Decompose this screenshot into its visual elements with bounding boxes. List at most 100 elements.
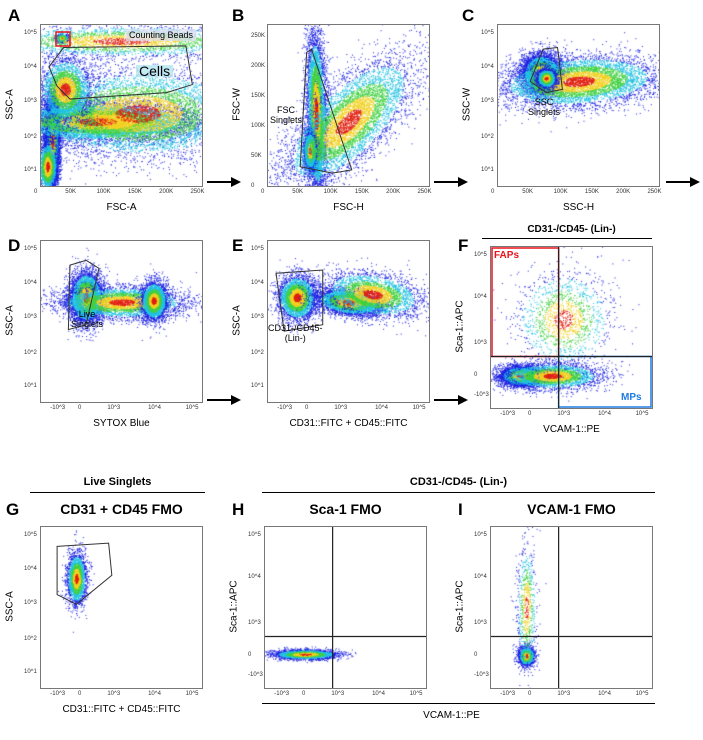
x-tick-label: 10^4 bbox=[148, 691, 161, 697]
y-tick-label: 0 bbox=[248, 652, 251, 658]
x-tick-label: 10^3 bbox=[331, 691, 344, 697]
panel-letter: B bbox=[232, 6, 244, 26]
y-tick-label: 10^5 bbox=[474, 252, 487, 258]
x-tick-label: 10^4 bbox=[372, 691, 385, 697]
x-tick-label: 150K bbox=[585, 189, 599, 195]
x-tick-label: 150K bbox=[355, 189, 369, 195]
y-tick-label: 10^4 bbox=[24, 280, 37, 286]
x-tick-label: 10^5 bbox=[186, 691, 199, 697]
x-tick-label: 0 bbox=[528, 411, 531, 417]
x-tick-label: 10^5 bbox=[410, 691, 423, 697]
shared-x-axis-label: VCAM-1::PE bbox=[370, 710, 533, 721]
x-tick-label: -10^3 bbox=[277, 405, 292, 411]
y-axis-label: FSC-W bbox=[232, 55, 243, 155]
y-tick-label: -10^3 bbox=[474, 392, 489, 398]
y-tick-label: 10^4 bbox=[251, 280, 264, 286]
y-tick-label: 10^3 bbox=[24, 600, 37, 606]
x-tick-label: 50K bbox=[522, 189, 533, 195]
plot-area-A: Counting Beads Cells bbox=[40, 24, 203, 187]
gate-label: Counting Beads bbox=[126, 29, 196, 41]
group-rule bbox=[262, 492, 655, 493]
x-tick-label: -10^3 bbox=[500, 691, 515, 697]
beads-gate[interactable] bbox=[56, 32, 70, 46]
y-tick-label: 10^1 bbox=[24, 669, 37, 675]
gate-label: MPs bbox=[621, 393, 642, 403]
group-rule bbox=[30, 492, 205, 493]
faps-gate[interactable] bbox=[492, 248, 559, 356]
y-tick-label: 10^2 bbox=[251, 350, 264, 356]
panel-title: Sca-1 FMO bbox=[254, 501, 437, 517]
y-tick-label: 50K bbox=[251, 153, 262, 159]
gate-label: FAPs bbox=[494, 251, 519, 261]
y-tick-label: 10^1 bbox=[481, 167, 494, 173]
gate-polygon[interactable] bbox=[530, 48, 562, 93]
x-tick-label: 200K bbox=[386, 189, 400, 195]
gate-polygon[interactable] bbox=[276, 270, 323, 331]
y-tick-label: 10^3 bbox=[24, 98, 37, 104]
y-tick-label: 10^4 bbox=[474, 574, 487, 580]
x-tick-label: 250K bbox=[647, 189, 661, 195]
y-axis-label: SSC-A bbox=[5, 271, 16, 371]
y-tick-label: 0 bbox=[474, 652, 477, 658]
x-tick-label: 100K bbox=[97, 189, 111, 195]
x-tick-label: 150K bbox=[128, 189, 142, 195]
y-tick-label: 10^3 bbox=[24, 314, 37, 320]
panel-letter: D bbox=[8, 236, 20, 256]
y-tick-label: 10^2 bbox=[24, 134, 37, 140]
y-tick-label: 10^1 bbox=[24, 383, 37, 389]
arrow-icon bbox=[434, 393, 468, 411]
x-tick-label: 0 bbox=[305, 405, 308, 411]
y-tick-label: 10^3 bbox=[474, 620, 487, 626]
x-tick-label: 100K bbox=[324, 189, 338, 195]
gate-label: CD31-/CD45- (Lin-) bbox=[268, 323, 323, 343]
x-tick-label: 10^3 bbox=[557, 691, 570, 697]
y-tick-label: 10^4 bbox=[24, 64, 37, 70]
y-tick-label: 100K bbox=[251, 123, 265, 129]
y-axis-label: Sca-1::APC bbox=[455, 277, 466, 377]
y-tick-label: 10^5 bbox=[474, 532, 487, 538]
plot-area-I bbox=[490, 526, 653, 689]
y-tick-label: -10^3 bbox=[474, 672, 489, 678]
y-tick-label: 10^3 bbox=[251, 314, 264, 320]
arrow-icon bbox=[434, 175, 468, 193]
x-tick-label: 250K bbox=[190, 189, 204, 195]
panel-header: CD31-/CD45- (Lin-) bbox=[490, 224, 653, 235]
y-tick-label: 10^3 bbox=[248, 620, 261, 626]
arrow-icon bbox=[207, 393, 241, 411]
gate-polygon[interactable] bbox=[57, 543, 112, 604]
x-tick-label: 50K bbox=[65, 189, 76, 195]
y-axis-label: SSC-W bbox=[462, 55, 473, 155]
y-tick-label: 10^4 bbox=[248, 574, 261, 580]
x-tick-label: 10^4 bbox=[598, 411, 611, 417]
x-tick-label: 100K bbox=[554, 189, 568, 195]
y-tick-label: 10^4 bbox=[481, 64, 494, 70]
y-tick-label: 10^5 bbox=[481, 30, 494, 36]
plot-area-C: SSC Singlets bbox=[497, 24, 660, 187]
x-tick-label: 0 bbox=[261, 189, 264, 195]
x-tick-label: 250K bbox=[417, 189, 431, 195]
panel-letter: A bbox=[8, 6, 20, 26]
y-tick-label: 200K bbox=[251, 63, 265, 69]
x-tick-label: 0 bbox=[34, 189, 37, 195]
y-tick-label: 10^4 bbox=[474, 294, 487, 300]
x-tick-label: 200K bbox=[616, 189, 630, 195]
panel-letter: C bbox=[462, 6, 474, 26]
x-axis-label: FSC-H bbox=[267, 202, 430, 213]
panel-letter: G bbox=[6, 500, 19, 520]
panel-letter: H bbox=[232, 500, 244, 520]
x-axis-label: FSC-A bbox=[40, 202, 203, 213]
y-axis-label: SSC-A bbox=[5, 557, 16, 657]
gate-polygon[interactable] bbox=[300, 49, 352, 173]
x-tick-label: 10^5 bbox=[186, 405, 199, 411]
y-tick-label: -10^3 bbox=[248, 672, 263, 678]
y-axis-label: SSC-A bbox=[5, 55, 16, 155]
y-axis-label: Sca-1::APC bbox=[229, 557, 240, 657]
y-tick-label: 10^5 bbox=[248, 532, 261, 538]
plot-area-B: FSC Singlets bbox=[267, 24, 430, 187]
x-tick-label: 0 bbox=[528, 691, 531, 697]
y-tick-label: 10^3 bbox=[474, 340, 487, 346]
y-tick-label: 150K bbox=[251, 93, 265, 99]
x-tick-label: 0 bbox=[78, 691, 81, 697]
y-tick-label: 10^4 bbox=[24, 566, 37, 572]
y-axis-label: Sca-1::APC bbox=[455, 557, 466, 657]
